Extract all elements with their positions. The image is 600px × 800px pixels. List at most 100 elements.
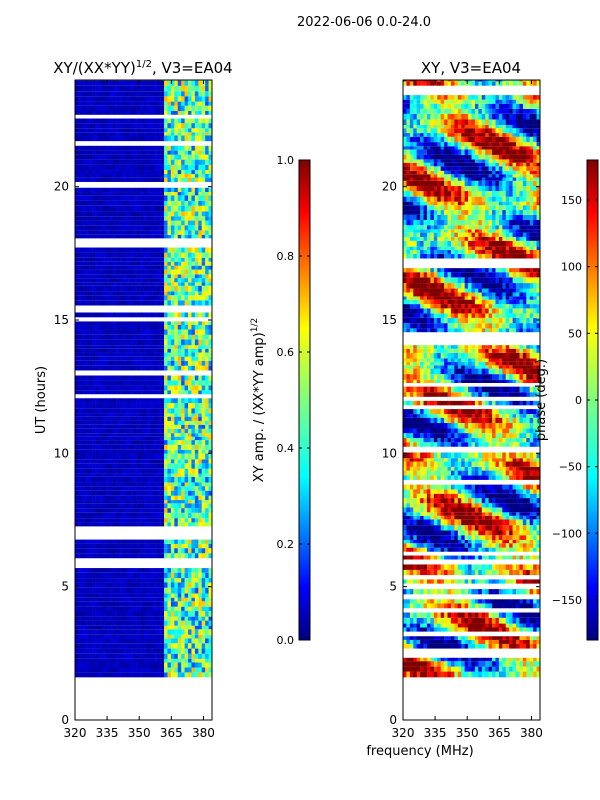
heatmap-cell: [109, 459, 113, 464]
heatmap-cell: [160, 329, 165, 335]
heatmap-cell: [167, 428, 172, 434]
heatmap-cell: [167, 85, 172, 92]
heatmap-cell: [184, 500, 189, 504]
heatmap-cell: [205, 291, 209, 296]
heatmap-cell: [119, 247, 124, 253]
heatmap-cell: [81, 597, 86, 602]
heatmap-cell: [181, 548, 185, 554]
heatmap-cell: [75, 582, 79, 588]
heatmap-cell: [81, 625, 86, 630]
heatmap-cell: [208, 428, 213, 434]
heatmap-cell: [78, 159, 83, 165]
heatmap-cell: [188, 132, 192, 136]
heatmap-cell: [92, 252, 96, 258]
heatmap-cell: [164, 211, 168, 217]
heatmap-cell: [75, 220, 79, 226]
heatmap-cell: [143, 468, 148, 474]
heatmap-cell: [112, 211, 117, 217]
heatmap-cell: [522, 643, 527, 649]
heatmap-cell: [516, 643, 520, 649]
heatmap-cell: [85, 500, 89, 504]
heatmap-cell: [133, 629, 137, 635]
heatmap-cell: [85, 610, 89, 617]
heatmap-cell: [194, 473, 199, 477]
heatmap-cell: [153, 325, 158, 330]
heatmap-cell: [140, 416, 144, 421]
heatmap-cell: [98, 282, 103, 286]
heatmap-cell: [102, 96, 107, 102]
heatmap-cell: [129, 295, 134, 301]
heatmap-cell: [174, 593, 179, 598]
heatmap-cell: [102, 291, 107, 296]
heatmap-cell: [160, 325, 165, 330]
heatmap-cell: [92, 177, 96, 182]
heatmap-cell: [444, 639, 448, 644]
heatmap-cell: [143, 211, 148, 217]
heatmap-cell: [119, 500, 124, 504]
heatmap-cell: [122, 91, 127, 97]
heatmap-cell: [146, 512, 151, 519]
heatmap-cell: [143, 503, 148, 509]
heatmap-cell: [164, 101, 168, 106]
heatmap-cell: [201, 568, 206, 573]
heatmap-cell: [536, 657, 541, 662]
heatmap-cell: [164, 150, 168, 155]
heatmap-cell: [157, 634, 161, 639]
heatmap-cell: [102, 553, 107, 559]
heatmap-cell: [160, 211, 165, 217]
heatmap-cell: [98, 468, 103, 474]
heatmap-cell: [177, 420, 182, 425]
heatmap-cell: [133, 495, 137, 501]
heatmap-cell: [170, 385, 175, 391]
heatmap-cell: [191, 312, 196, 318]
heatmap-cell: [184, 629, 189, 635]
heatmap-cell: [201, 463, 206, 469]
heatmap-cell: [208, 403, 213, 409]
heatmap-cell: [133, 278, 137, 283]
heatmap-cell: [122, 187, 127, 193]
heatmap-cell: [208, 638, 213, 644]
heatmap-cell: [191, 634, 196, 639]
heatmap-cell: [109, 135, 113, 142]
heatmap-cell: [153, 375, 158, 381]
heatmap-cell: [481, 639, 486, 644]
heatmap-cell: [153, 428, 158, 434]
heatmap-cell: [105, 356, 110, 361]
heatmap-cell: [92, 543, 96, 549]
heatmap-cell: [136, 352, 141, 357]
heatmap-cell: [129, 85, 134, 92]
heatmap-cell: [92, 625, 96, 630]
heatmap-cell: [129, 365, 134, 371]
heatmap-cell: [122, 424, 127, 429]
heatmap-cell: [129, 408, 134, 414]
heatmap-cell: [164, 495, 168, 501]
heatmap-cell: [140, 424, 144, 429]
heatmap-cell: [208, 593, 213, 598]
heatmap-cell: [170, 312, 175, 318]
heatmap-cell: [143, 356, 148, 361]
heatmap-cell: [505, 636, 510, 640]
heatmap-cell: [81, 522, 86, 527]
heatmap-cell: [184, 265, 189, 270]
heatmap-cell: [126, 440, 131, 445]
heatmap-cell: [177, 620, 182, 626]
heatmap-cell: [133, 667, 137, 673]
heatmap-cell: [174, 385, 179, 391]
heatmap-cell: [81, 91, 86, 97]
heatmap-cell: [191, 433, 196, 437]
heatmap-cell: [75, 486, 79, 491]
heatmap-cell: [205, 200, 209, 206]
heatmap-cell: [126, 512, 131, 519]
heatmap-cell: [143, 643, 148, 649]
heatmap-cell: [201, 101, 206, 106]
heatmap-cell: [95, 325, 100, 330]
heatmap-cell: [75, 135, 79, 142]
heatmap-cell: [129, 195, 134, 201]
heatmap-cell: [78, 325, 83, 330]
heatmap-cell: [122, 220, 127, 226]
heatmap-cell: [194, 449, 199, 454]
heatmap-cell: [160, 638, 165, 644]
heatmap-cell: [98, 269, 103, 275]
heatmap-cell: [122, 653, 127, 659]
heatmap-cell: [198, 329, 203, 335]
